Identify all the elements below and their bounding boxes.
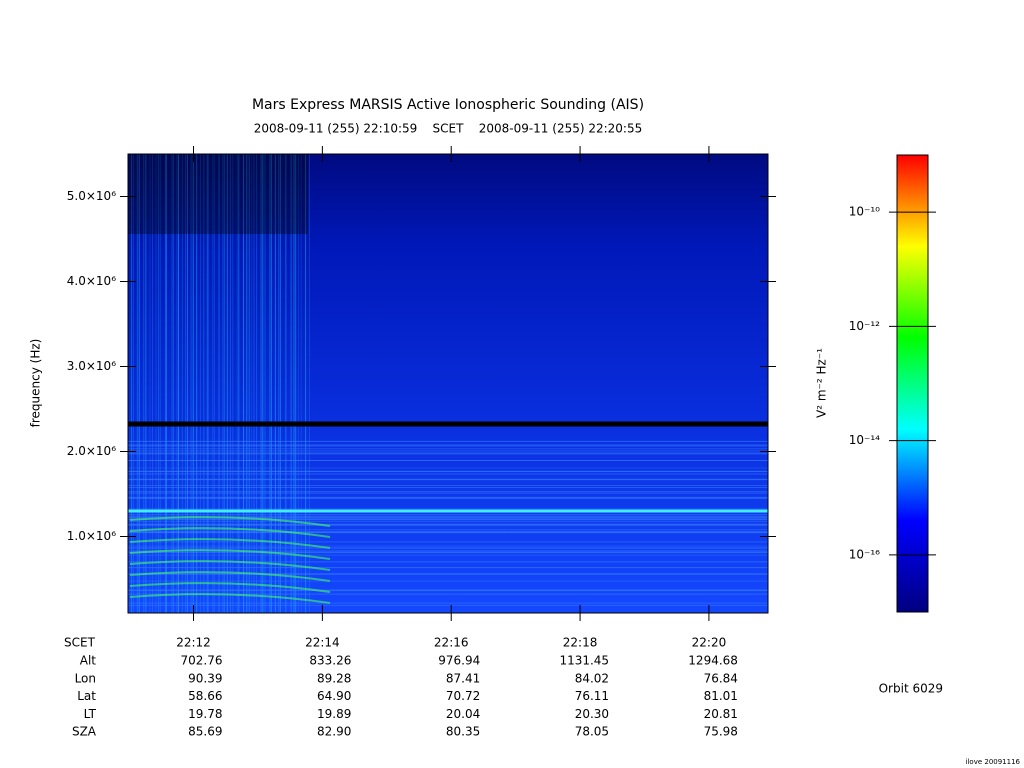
- x-tick-label: 22:16: [434, 636, 469, 650]
- table-cell: 1294.68: [688, 654, 738, 668]
- table-cell: 89.28: [317, 671, 351, 685]
- y-tick-label: 1.0×10⁶: [67, 529, 116, 543]
- table-cell: 19.78: [188, 707, 222, 721]
- table-cell: 84.02: [575, 671, 609, 685]
- texture-dark: [128, 154, 308, 234]
- table-cell: 20.04: [446, 707, 480, 721]
- spectrogram-texture: [128, 154, 768, 613]
- table-header: SCET: [64, 636, 96, 650]
- texture-echo: [129, 571, 331, 582]
- table-cell: 76.84: [704, 671, 738, 685]
- chart-title: Mars Express MARSIS Active Ionospheric S…: [252, 97, 644, 113]
- x-tick-label: 22:18: [563, 636, 598, 650]
- colorbar-tick-label: 10⁻¹⁰: [849, 205, 880, 219]
- colorbar-label: V² m⁻² Hz⁻¹: [815, 348, 829, 418]
- table-cell: 90.39: [188, 671, 222, 685]
- table-cell: 64.90: [317, 689, 351, 703]
- table-cell: 702.76: [181, 654, 223, 668]
- table-cell: 19.89: [317, 707, 351, 721]
- plot-frame: [127, 153, 769, 614]
- texture-echo: [129, 516, 331, 527]
- y-tick-label: 3.0×10⁶: [67, 359, 116, 373]
- row-label: Lat: [77, 689, 96, 703]
- table-cell: 81.01: [704, 689, 738, 703]
- table-cell: 87.41: [446, 671, 480, 685]
- row-label: SZA: [72, 725, 97, 739]
- texture-echo: [129, 527, 331, 538]
- x-tick-label: 22:14: [305, 636, 340, 650]
- table-cell: 20.30: [575, 707, 609, 721]
- table-cell: 833.26: [309, 654, 351, 668]
- table-cell: 80.35: [446, 725, 480, 739]
- table-cell: 70.72: [446, 689, 480, 703]
- colorbar-tick-label: 10⁻¹⁶: [849, 547, 880, 561]
- chart-subtitle: 2008-09-11 (255) 22:10:59 SCET 2008-09-1…: [254, 122, 642, 136]
- table-cell: 20.81: [704, 707, 738, 721]
- texture-echo: [129, 560, 331, 571]
- table-cell: 78.05: [575, 725, 609, 739]
- table-cell: 75.98: [704, 725, 738, 739]
- x-tick-label: 22:12: [176, 636, 211, 650]
- y-tick-label: 2.0×10⁶: [67, 444, 116, 458]
- table-cell: 85.69: [188, 725, 222, 739]
- texture-echo: [129, 582, 331, 593]
- table-cell: 976.94: [438, 654, 480, 668]
- colorbar-tick-label: 10⁻¹²: [849, 319, 880, 333]
- table-cell: 1131.45: [559, 654, 609, 668]
- footer: ilove 20091116: [966, 758, 1021, 766]
- row-label: Lon: [75, 671, 96, 685]
- x-tick-label: 22:20: [692, 636, 727, 650]
- row-label: LT: [84, 707, 97, 721]
- texture-echo: [129, 549, 331, 560]
- row-label: Alt: [80, 654, 97, 668]
- orbit-label: Orbit 6029: [879, 682, 943, 696]
- y-tick-label: 5.0×10⁶: [67, 189, 116, 203]
- y-tick-label: 4.0×10⁶: [67, 274, 116, 288]
- table-cell: 58.66: [188, 689, 222, 703]
- table-cell: 76.11: [575, 689, 609, 703]
- y-axis-label: frequency (Hz): [29, 339, 43, 428]
- colorbar: [896, 154, 929, 613]
- table-cell: 82.90: [317, 725, 351, 739]
- texture-echo: [129, 593, 331, 604]
- spectrogram: [128, 154, 768, 613]
- colorbar-tick-label: 10⁻¹⁴: [849, 433, 880, 447]
- texture-echo: [129, 538, 331, 549]
